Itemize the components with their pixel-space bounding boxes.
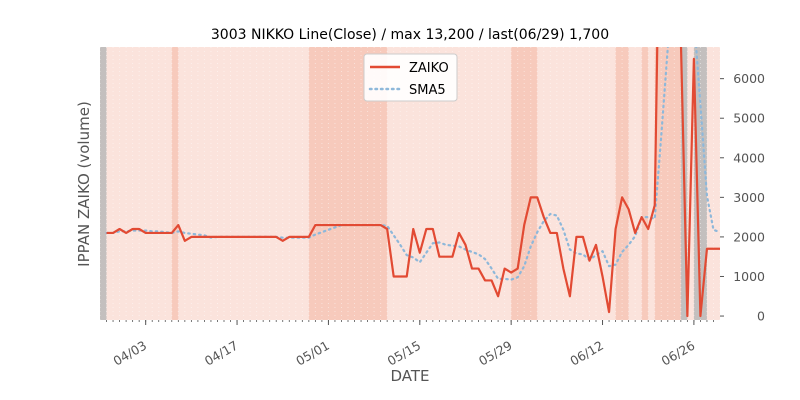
x-tick-label: 05/01 [293,338,332,369]
x-tick-label: 05/29 [476,338,515,369]
shaded-band-5 [641,47,649,320]
shaded-band-8 [693,47,707,320]
shaded-band-1 [171,47,179,320]
y-tick-label: 6000 [733,71,765,86]
shaded-band-4 [615,47,629,320]
x-tick-label: 05/15 [385,338,424,369]
y-tick-label: 1000 [733,269,765,284]
y-tick-label: 3000 [733,190,765,205]
y-tick-label: 4000 [733,150,765,165]
x-tick-label: 06/12 [567,338,606,369]
y-tick-label: 0 [757,309,765,324]
series-group [105,47,720,318]
y-axis: 0 1000 2000 3000 4000 5000 6000 [720,71,765,324]
legend-label-sma5: SMA5 [409,83,446,98]
x-tick-label: 06/26 [659,338,698,369]
x-tick-label: 04/03 [110,338,149,369]
plot-area [100,47,720,320]
y-tick-label: 2000 [733,229,765,244]
y-axis-label: IPPAN ZAIKO (volume) [75,101,93,267]
x-axis-label: DATE [390,367,429,385]
shaded-band-3 [511,47,538,320]
legend: ZAIKO SMA5 [363,53,458,102]
x-axis: 04/03 04/17 05/01 05/15 05/29 06/12 06/26 [106,320,714,369]
shaded-band-6 [654,47,681,320]
legend-label-zaiko: ZAIKO [409,61,449,76]
shaded-band-0 [100,47,107,320]
chart-title: 3003 NIKKO Line(Close) / max 13,200 / la… [211,27,609,43]
y-tick-label: 5000 [733,111,765,126]
x-tick-label: 04/17 [202,338,241,369]
shaded-bands [100,47,707,320]
series-line-zaiko [106,47,720,318]
